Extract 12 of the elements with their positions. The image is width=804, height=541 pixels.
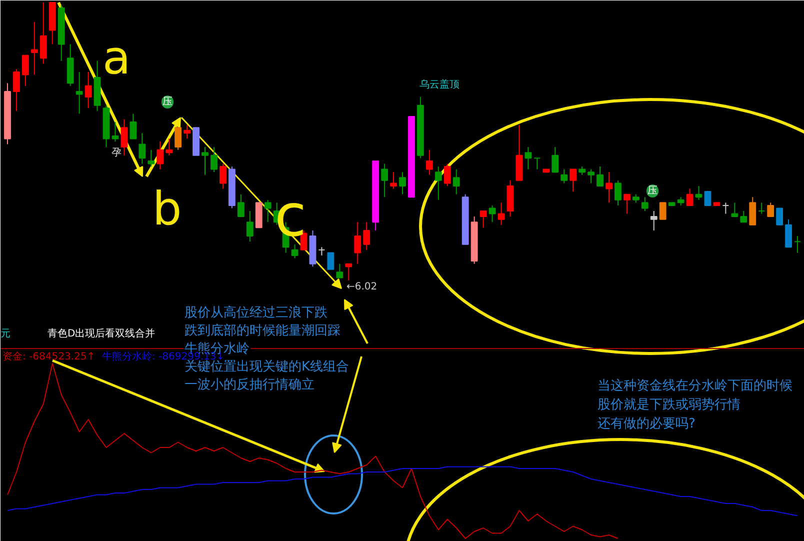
annotation: a	[102, 30, 131, 84]
annotation: 孕	[112, 148, 122, 158]
annotation: 乌云盖顶	[420, 78, 460, 90]
text: ←6.02	[346, 282, 378, 292]
annotation: 压	[648, 186, 658, 196]
text: 青色D出现后看双线合并	[48, 328, 156, 340]
annotation: b	[152, 182, 182, 236]
series-label: 资金: -684523.25↑	[2, 350, 96, 362]
text: 元	[0, 328, 10, 340]
annotation: 压	[162, 96, 172, 108]
annotation: 当这种资金线在分水岭下面的时候股价就是下跌或弱势行情还有做的必要吗?	[598, 378, 792, 432]
annotation: c	[274, 182, 306, 250]
